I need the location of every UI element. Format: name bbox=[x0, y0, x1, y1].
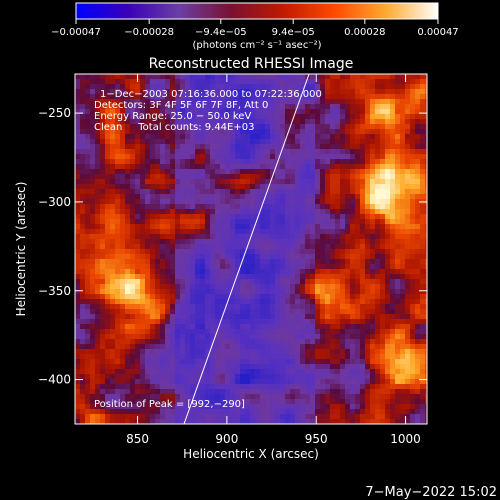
solar-limb-line bbox=[183, 74, 310, 424]
chart-title: Reconstructed RHESSI Image bbox=[149, 56, 354, 72]
y-tick-label: −400 bbox=[38, 373, 71, 387]
x-axis-label: Heliocentric X (arcsec) bbox=[183, 447, 319, 461]
y-axis-label: Heliocentric Y (arcsec) bbox=[14, 182, 28, 317]
colorbar-tick-label: −0.00047 bbox=[51, 27, 101, 38]
annotation-peak-position: Position of Peak = [992,−290] bbox=[94, 399, 245, 410]
colorbar-tick-label: 0.00028 bbox=[344, 27, 385, 38]
colorbar bbox=[75, 2, 439, 20]
y-tick-label: −250 bbox=[38, 106, 71, 120]
y-axis: −250 −300 −350 −400 bbox=[38, 106, 427, 387]
heatmap-image bbox=[75, 74, 427, 424]
x-tick-label: 850 bbox=[126, 432, 149, 446]
x-tick-label: 900 bbox=[215, 432, 238, 446]
x-tick-label: 950 bbox=[305, 432, 328, 446]
annotation-detectors: Detectors: 3F 4F 5F 6F 7F 8F, Att 0 bbox=[94, 100, 268, 111]
colorbar-tick-label: 0.00047 bbox=[417, 27, 458, 38]
y-tick-label: −350 bbox=[38, 284, 71, 298]
x-axis: 850 900 950 1000 bbox=[126, 74, 421, 446]
y-tick-label: −300 bbox=[38, 195, 71, 209]
plot-frame bbox=[74, 73, 428, 425]
colorbar-ticks: −0.00047 −0.00028 −9.4e−05 9.4e−05 0.00028 0.… bbox=[51, 19, 459, 38]
footer-timestamp: 7−May−2022 15:02 bbox=[365, 485, 497, 500]
annotation-energy-range: Energy Range: 25.0 − 50.0 keV bbox=[94, 111, 251, 122]
colorbar-tick-label: −9.4e−05 bbox=[195, 27, 247, 38]
annotation-time-range: 1−Dec−2003 07:16:36.000 to 07:22:36.000 bbox=[100, 89, 322, 100]
colorbar-tick-label: 9.4e−05 bbox=[272, 27, 315, 38]
colorbar-unit-label: (photons cm⁻² s⁻¹ asec⁻²) bbox=[192, 40, 321, 51]
annotation-method-counts: Clean Total counts: 9.44E+03 bbox=[94, 122, 254, 133]
colorbar-tick-label: −0.00028 bbox=[124, 27, 174, 38]
x-tick-label: 1000 bbox=[390, 432, 421, 446]
